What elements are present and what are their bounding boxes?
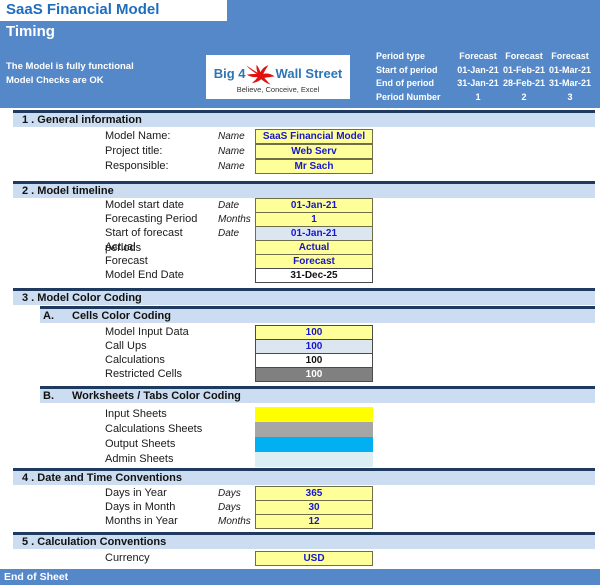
period-type-label: Period type [376, 51, 426, 61]
model-start-date-unit: Date [218, 200, 240, 211]
period-type-value: Forecast [551, 51, 589, 61]
start-of-period-label: Start of period [376, 64, 438, 75]
subsection-title: Worksheets / Tabs Color Coding [72, 390, 241, 402]
subsection-header-cells-color-coding: A. Cells Color Coding [40, 306, 595, 323]
days-in-month-unit: Days [218, 502, 241, 513]
start-of-forecast-periods-unit: Date [218, 228, 240, 239]
project-title-label: Project title: [105, 145, 163, 157]
actual-label: Actual [105, 241, 136, 253]
start-of-forecast-periods-label: Start of forecast periods [105, 227, 183, 254]
model-end-date-cell: 31-Dec-25 [255, 268, 373, 283]
output-sheets-color-swatch [255, 437, 373, 452]
months-in-year-input[interactable]: 12 [255, 514, 373, 529]
admin-sheets-color-swatch [255, 452, 373, 467]
months-in-year-label: Months in Year [105, 515, 178, 527]
input-sheets-color-swatch [255, 407, 373, 422]
subsection-header-tabs-color-coding: B. Worksheets / Tabs Color Coding [40, 386, 595, 403]
section-header-general-information: 1 . General information [13, 110, 595, 127]
forecasting-period-unit: Months [218, 214, 251, 225]
period-number-value: 2 [521, 91, 527, 102]
currency-input[interactable]: USD [255, 551, 373, 566]
days-in-month-label: Days in Month [105, 501, 176, 513]
sheet-title: Timing [6, 23, 55, 40]
project-title-unit: Name [218, 146, 245, 157]
actual-input[interactable]: Actual [255, 240, 373, 255]
days-in-year-input[interactable]: 365 [255, 486, 373, 501]
start-of-period-value: 01-Feb-21 [502, 64, 546, 75]
period-summary-table: Period type Forecast Forecast Forecast S… [373, 50, 593, 104]
logo-text-left: Big 4 [213, 66, 246, 81]
period-number-value: 3 [567, 91, 573, 102]
project-title-input[interactable]: Web Serv [255, 144, 373, 159]
responsible-label: Responsible: [105, 160, 169, 172]
days-in-month-input[interactable]: 30 [255, 500, 373, 515]
forecast-label: Forecast [105, 255, 148, 267]
section-header-calculation-conventions: 5 . Calculation Conventions [13, 532, 595, 549]
end-of-period-value: 31-Jan-21 [457, 78, 499, 88]
logo-tagline: Believe, Conceive, Excel [236, 84, 320, 94]
period-number-label: Period Number [376, 91, 441, 102]
calculations-sheets-color-swatch [255, 422, 373, 437]
call-ups-label: Call Ups [105, 340, 147, 352]
model-start-date-label: Model start date [105, 199, 184, 211]
end-of-period-value: 28-Feb-21 [502, 78, 546, 88]
subsection-letter: B. [43, 390, 54, 402]
model-name-input[interactable]: SaaS Financial Model [255, 129, 373, 144]
responsible-input[interactable]: Mr Sach [255, 159, 373, 174]
model-input-data-label: Model Input Data [105, 326, 189, 338]
calculations-sample-cell: 100 [255, 353, 373, 368]
subsection-title: Cells Color Coding [72, 310, 171, 322]
start-of-period-value: 01-Mar-21 [548, 64, 592, 75]
months-in-year-unit: Months [218, 516, 251, 527]
period-type-value: Forecast [459, 51, 497, 61]
start-of-forecast-periods-cell[interactable]: 01-Jan-21 [255, 226, 373, 241]
workbook-title: SaaS Financial Model [6, 1, 160, 18]
start-of-period-value: 01-Jan-21 [457, 64, 499, 75]
section-header-model-color-coding: 3 . Model Color Coding [13, 288, 595, 305]
admin-sheets-label: Admin Sheets [105, 453, 174, 465]
model-status-line-2: Model Checks are OK [6, 75, 104, 86]
model-name-unit: Name [218, 131, 245, 142]
period-type-value: Forecast [505, 51, 543, 61]
eagle-icon [245, 64, 275, 85]
forecasting-period-label: Forecasting Period [105, 213, 198, 225]
model-input-data-sample-cell: 100 [255, 325, 373, 340]
section-header-model-timeline: 2 . Model timeline [13, 181, 595, 198]
logo-text-right: Wall Street [275, 66, 343, 81]
output-sheets-label: Output Sheets [105, 438, 176, 450]
restricted-cells-label: Restricted Cells [105, 368, 183, 380]
call-ups-sample-cell: 100 [255, 339, 373, 354]
workbook-title-band [0, 0, 227, 21]
forecast-input[interactable]: Forecast [255, 254, 373, 269]
responsible-unit: Name [218, 161, 245, 172]
model-status-line-1: The Model is fully functional [6, 61, 134, 72]
subsection-letter: A. [43, 310, 54, 322]
forecasting-period-input[interactable]: 1 [255, 212, 373, 227]
input-sheets-label: Input Sheets [105, 408, 167, 420]
calculations-label: Calculations [105, 354, 165, 366]
end-of-sheet-bar: End of Sheet [0, 569, 600, 585]
days-in-year-unit: Days [218, 488, 241, 499]
section-header-date-time-conventions: 4 . Date and Time Conventions [13, 468, 595, 485]
model-start-date-input[interactable]: 01-Jan-21 [255, 198, 373, 213]
end-of-period-value: 31-Mar-21 [548, 78, 592, 88]
currency-label: Currency [105, 552, 150, 564]
period-number-value: 1 [475, 91, 481, 102]
calculations-sheets-label: Calculations Sheets [105, 423, 203, 435]
restricted-cells-sample-cell: 100 [255, 367, 373, 382]
model-end-date-label: Model End Date [105, 269, 184, 281]
days-in-year-label: Days in Year [105, 487, 167, 499]
model-name-label: Model Name: [105, 130, 171, 142]
end-of-period-label: End of period [376, 78, 434, 88]
company-logo: Big 4 Wall Street Believe, Conceive, Exc… [206, 55, 350, 99]
